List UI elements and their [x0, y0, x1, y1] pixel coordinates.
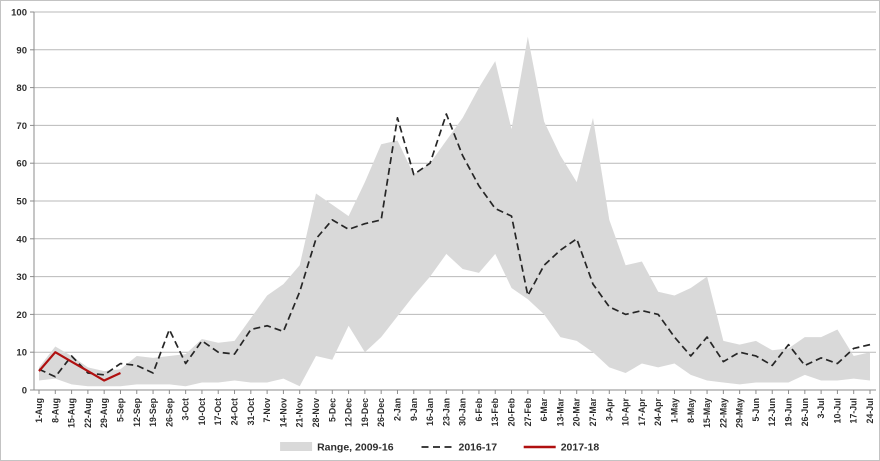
series-line-2017-18 — [38, 351, 121, 382]
x-tick-label: 14-Nov — [278, 398, 288, 427]
y-tick-label: 90 — [16, 45, 27, 56]
x-tick-label: 24-Oct — [230, 398, 240, 425]
x-tick-label: 27-Feb — [523, 397, 533, 426]
legend-swatch-range — [280, 442, 313, 451]
x-tick-label: 17-Apr — [637, 397, 647, 425]
y-tick-label: 60 — [16, 159, 27, 170]
x-tick-label: 31-Oct — [246, 398, 256, 425]
x-tick-label: 1-Aug — [34, 398, 44, 423]
x-tick-label: 19-Dec — [360, 398, 370, 427]
y-tick-label: 100 — [11, 8, 27, 19]
x-tick-label: 6-Mar — [539, 397, 549, 421]
x-tick-label: 12-Sep — [132, 397, 142, 426]
x-tick-label: 3-Apr — [604, 397, 614, 421]
x-tick-label: 29-Aug — [99, 398, 109, 428]
y-tick-label: 20 — [16, 310, 27, 321]
y-tick-label: 0 — [22, 386, 27, 397]
x-tick-label: 22-May — [718, 398, 728, 428]
x-tick-label: 15-May — [702, 398, 712, 428]
x-tick-label: 5-Jun — [751, 398, 761, 421]
x-tick-label: 5-Sep — [115, 397, 125, 422]
x-tick-label: 10-Jul — [832, 398, 842, 423]
x-tick-label: 10-Apr — [621, 397, 631, 425]
x-tick-label: 17-Oct — [213, 398, 223, 425]
x-tick-label: 21-Nov — [295, 398, 305, 427]
x-tick-label: 17-Jul — [849, 398, 859, 423]
x-tick-label: 22-Aug — [83, 398, 93, 428]
x-tick-label: 3-Jul — [816, 398, 826, 419]
x-tick-label: 5-Dec — [327, 398, 337, 422]
x-tick-label: 6-Feb — [474, 397, 484, 421]
x-axis: 1-Aug 8-Aug 15-Aug 22-Aug 29-Aug 5-Sep 12-Sep 1… — [34, 390, 875, 428]
x-tick-label: 24-Jul — [865, 398, 875, 423]
x-tick-label: 26-Sep — [164, 397, 174, 426]
range-band — [39, 36, 870, 387]
x-tick-label: 26-Dec — [376, 398, 386, 427]
x-tick-label: 20-Mar — [572, 397, 582, 426]
x-tick-label: 9-Jan — [409, 398, 419, 421]
x-tick-label: 13-Mar — [555, 397, 565, 426]
x-tick-label: 8-Aug — [50, 398, 60, 423]
legend-label: 2017-18 — [561, 442, 600, 454]
x-tick-label: 10-Oct — [197, 398, 207, 425]
x-tick-label: 12-Jun — [767, 398, 777, 426]
x-tick-label: 12-Dec — [344, 398, 354, 427]
series-line-2016-17 — [38, 113, 871, 378]
x-tick-label: 20-Feb — [507, 397, 517, 426]
x-tick-label: 8-May — [686, 398, 696, 423]
y-tick-label: 50 — [16, 197, 27, 208]
x-tick-label: 15-Aug — [67, 398, 77, 428]
x-tick-label: 13-Feb — [490, 397, 500, 426]
y-tick-label: 70 — [16, 121, 27, 132]
x-tick-label: 27-Mar — [588, 397, 598, 426]
x-tick-label: 16-Jan — [425, 398, 435, 426]
x-tick-label: 2-Jan — [392, 398, 402, 421]
x-tick-label: 19-Sep — [148, 397, 158, 426]
x-tick-label: 7-Nov — [262, 398, 272, 423]
x-tick-label: 29-May — [735, 398, 745, 428]
x-tick-label: 26-Jun — [800, 398, 810, 426]
y-tick-label: 10 — [16, 348, 27, 359]
legend: Range, 2009-16 2016-17 2017-18 — [280, 442, 599, 454]
legend-label: 2016-17 — [459, 442, 498, 454]
x-tick-label: 23-Jan — [441, 398, 451, 426]
x-tick-label: 30-Jan — [458, 398, 468, 426]
y-tick-label: 40 — [16, 234, 27, 245]
y-tick-label: 30 — [16, 272, 27, 283]
y-tick-label: 80 — [16, 83, 27, 94]
x-tick-label: 24-Apr — [653, 397, 663, 425]
x-tick-label: 1-May — [669, 398, 679, 423]
x-tick-label: 19-Jun — [784, 398, 794, 426]
legend-label: Range, 2009-16 — [317, 442, 394, 454]
x-tick-label: 28-Nov — [311, 398, 321, 427]
x-tick-label: 3-Oct — [181, 398, 191, 421]
